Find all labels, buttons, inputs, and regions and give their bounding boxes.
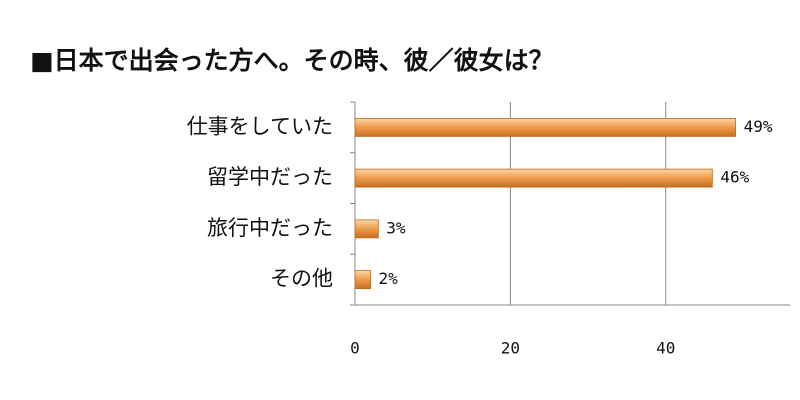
value-label: 2% (379, 269, 399, 288)
value-label: 49% (744, 117, 773, 136)
bar (354, 219, 379, 239)
chart-title: ■日本で出会った方へ。その時、彼／彼女は？ (30, 46, 554, 75)
y-tick-label: その他 (270, 267, 333, 291)
bar (354, 270, 371, 290)
x-tick-label: 40 (656, 339, 675, 358)
value-label: 3% (386, 218, 406, 237)
y-tick-label: 留学中だった (207, 165, 333, 189)
y-tick-label: 旅行中だった (207, 216, 333, 240)
bar (354, 117, 737, 137)
x-tick-label: 0 (350, 339, 360, 358)
x-tick-label: 20 (501, 339, 520, 358)
value-label: 46% (720, 168, 749, 187)
bar (354, 168, 713, 188)
y-tick-label: 仕事をしていた (187, 114, 333, 138)
